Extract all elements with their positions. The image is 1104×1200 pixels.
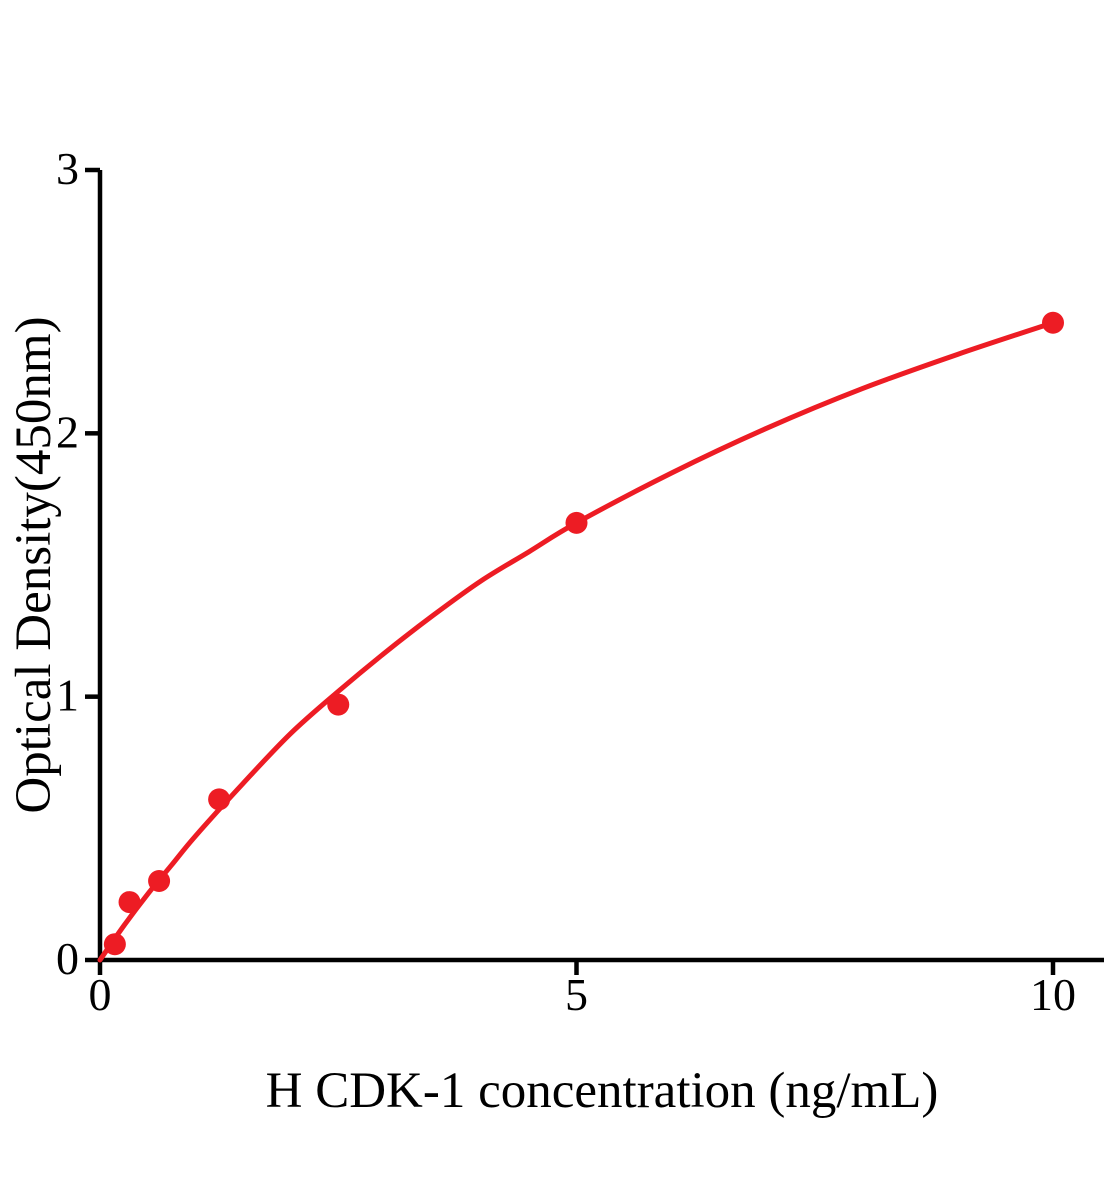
- x-axis-title: H CDK-1 concentration (ng/mL): [265, 1063, 939, 1119]
- y-tick-label: 2: [56, 406, 79, 457]
- x-tick-label: 5: [565, 969, 588, 1020]
- x-tick-label: 10: [1030, 969, 1076, 1020]
- y-tick-label: 3: [56, 143, 79, 194]
- data-point: [118, 891, 141, 914]
- data-point: [1042, 311, 1064, 334]
- data-point: [103, 933, 126, 956]
- y-axis-title: Optical Density(450nm): [6, 316, 62, 814]
- data-point: [565, 511, 588, 534]
- data-point: [208, 788, 231, 811]
- data-point: [327, 693, 350, 716]
- x-tick-label: 0: [89, 969, 112, 1020]
- y-tick-label: 1: [56, 670, 79, 721]
- y-tick-label: 0: [56, 933, 79, 984]
- data-point: [148, 870, 171, 892]
- fit-curve: [97, 320, 1056, 963]
